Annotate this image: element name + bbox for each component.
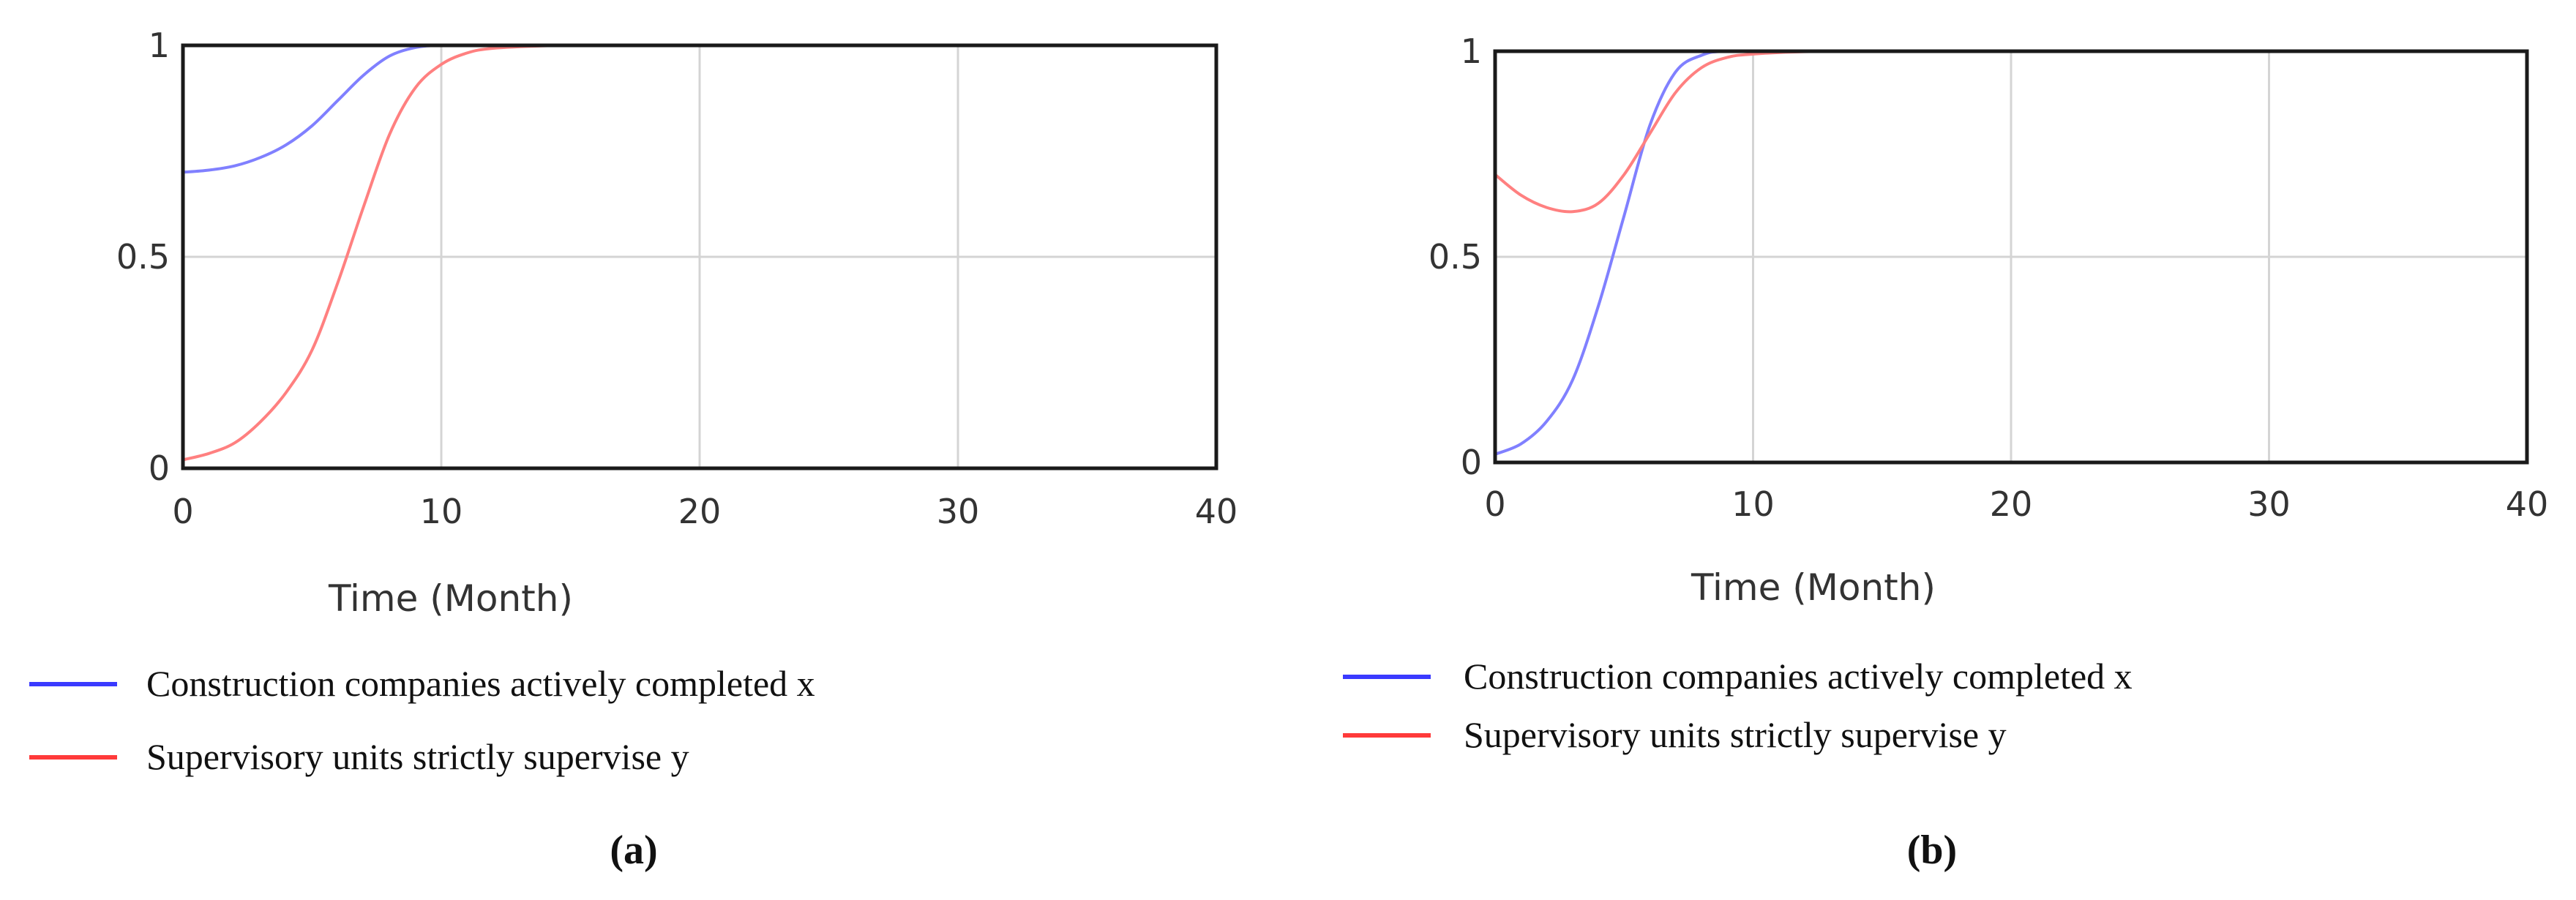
y-tick-label: 0 [1461,443,1482,482]
plot-frame [1493,49,2529,465]
x-tick-label: 40 [1195,492,1238,531]
grid-lines [1495,51,2527,462]
legend: Construction companies actively complete… [1343,656,2133,755]
legend-label: Supervisory units strictly supervise y [1464,714,2007,755]
y-tick-label: 0.5 [116,237,170,277]
plot-frame [181,43,1218,470]
x-tick-label: 0 [1484,484,1505,524]
x-tick-label: 20 [1990,484,2033,524]
x-axis-label: Time (Month) [1690,566,1936,609]
x-tick-label: 30 [937,492,980,531]
y-tick-labels: 0 0.5 1 [116,26,170,488]
chart-panel-a: 0 0.5 1 0 10 20 30 40 Time (Month) Const… [29,26,1238,873]
x-tick-label: 30 [2247,484,2291,524]
chart-panel-b: 0 0.5 1 0 10 20 30 40 Time (Month) Const… [1343,31,2548,873]
x-tick-label: 20 [678,492,722,531]
x-axis-label: Time (Month) [328,577,573,620]
grid-lines [183,45,1216,468]
legend-label: Supervisory units strictly supervise y [146,736,689,777]
y-tick-label: 1 [149,26,170,65]
panel-caption: (b) [1907,828,1957,873]
x-tick-labels: 0 10 20 30 40 [1484,484,2548,524]
x-tick-label: 40 [2506,484,2549,524]
y-tick-label: 0.5 [1429,237,1482,277]
x-tick-label: 10 [420,492,463,531]
x-tick-labels: 0 10 20 30 40 [172,492,1238,531]
legend-label: Construction companies actively complete… [1464,656,2133,697]
y-tick-label: 0 [149,449,170,488]
legend: Construction companies actively complete… [29,663,815,777]
x-tick-label: 0 [172,492,193,531]
x-tick-label: 10 [1731,484,1775,524]
legend-label: Construction companies actively complete… [146,663,815,704]
panel-caption: (a) [610,828,657,873]
y-tick-label: 1 [1461,31,1482,71]
y-tick-labels: 0 0.5 1 [1429,31,1482,482]
